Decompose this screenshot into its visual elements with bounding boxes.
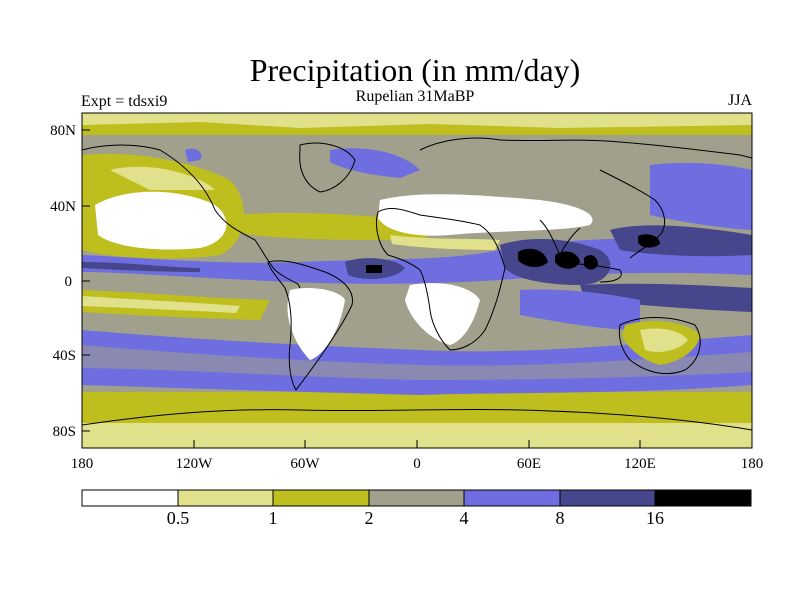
map-ticks bbox=[81, 129, 753, 448]
band-north-pale bbox=[82, 113, 752, 128]
lat-label-80n: 80N bbox=[50, 123, 76, 139]
colorbar-swatch-1 bbox=[177, 489, 274, 507]
colorbar-label-0: 0.5 bbox=[167, 508, 190, 528]
map-subtitle: Rupelian 31MaBP bbox=[355, 88, 475, 105]
coastlines bbox=[82, 137, 752, 431]
lat-label-40s: 40S bbox=[53, 348, 76, 364]
npacific-east-blue bbox=[650, 162, 752, 230]
itcz-black-atlantic bbox=[366, 265, 382, 273]
lon-labels: 180 120W 60W 0 60E 120E 180 bbox=[71, 456, 764, 472]
subtrop-pale-2 bbox=[82, 296, 240, 313]
coast-south-america bbox=[267, 260, 354, 391]
colorbar-label-3: 4 bbox=[460, 508, 469, 528]
australia-pale bbox=[640, 328, 688, 352]
natlantic-blue bbox=[330, 148, 420, 178]
lon-label-120e: 120E bbox=[624, 456, 656, 472]
coast-india bbox=[539, 219, 581, 257]
colorbar-label-1: 1 bbox=[269, 508, 278, 528]
coast-maritime bbox=[559, 263, 622, 283]
sahara-pale bbox=[390, 235, 500, 250]
safrica-white bbox=[405, 283, 480, 345]
lat-labels: 80N 40N 0 40S 80S bbox=[50, 123, 76, 440]
sahara-white bbox=[378, 194, 593, 236]
band-npacific-pale bbox=[110, 166, 215, 190]
colorbar-label-4: 8 bbox=[556, 508, 565, 528]
colorbar: 0.5 1 2 4 8 16 bbox=[81, 489, 752, 528]
spacific-navy bbox=[580, 283, 752, 312]
coast-greenland bbox=[299, 142, 356, 193]
coast-asia-east bbox=[599, 169, 666, 259]
coast-australia bbox=[618, 317, 701, 375]
lon-label-60w: 60W bbox=[290, 456, 320, 472]
colorbar-swatch-5 bbox=[559, 489, 656, 507]
colorbar-label-2: 2 bbox=[365, 508, 374, 528]
colorbar-swatch-4 bbox=[463, 489, 561, 507]
wpacific-navy bbox=[610, 225, 752, 257]
band-south-mid-gray bbox=[82, 345, 752, 380]
samerica-white bbox=[287, 288, 345, 360]
lat-label-40n: 40N bbox=[50, 199, 76, 215]
lon-label-0: 0 bbox=[413, 456, 421, 472]
precipitation-field bbox=[82, 113, 752, 448]
lon-label-180e: 180 bbox=[741, 456, 764, 472]
band-southern-storm bbox=[82, 330, 752, 395]
sindian-blue bbox=[520, 289, 640, 330]
coast-antarctica bbox=[82, 408, 752, 431]
colorbar-swatch-3 bbox=[368, 489, 465, 507]
itcz-navy-pacific bbox=[82, 262, 200, 272]
band-npacific-white bbox=[95, 191, 227, 250]
lon-label-180w: 180 bbox=[71, 456, 94, 472]
lat-label-0: 0 bbox=[65, 274, 73, 290]
colorbar-swatch-0 bbox=[81, 489, 179, 507]
wpacific-black bbox=[638, 234, 660, 248]
colorbar-swatch-6 bbox=[654, 489, 752, 507]
monsoon-black-1 bbox=[518, 248, 548, 268]
map-title: Precipitation (in mm/day) bbox=[249, 52, 581, 88]
season-label: JJA bbox=[727, 92, 752, 109]
lon-label-60e: 60E bbox=[517, 456, 541, 472]
coast-eurasia bbox=[419, 137, 752, 159]
coast-africa bbox=[375, 208, 506, 351]
colorbar-label-5: 16 bbox=[646, 508, 664, 528]
lon-label-120w: 120W bbox=[176, 456, 214, 472]
colorbar-swatch-2 bbox=[272, 489, 370, 507]
experiment-label: Expt = tdsxi9 bbox=[81, 93, 168, 110]
arctic-blue bbox=[185, 148, 202, 162]
lat-label-80s: 80S bbox=[53, 424, 76, 440]
coast-north-america bbox=[82, 144, 301, 289]
